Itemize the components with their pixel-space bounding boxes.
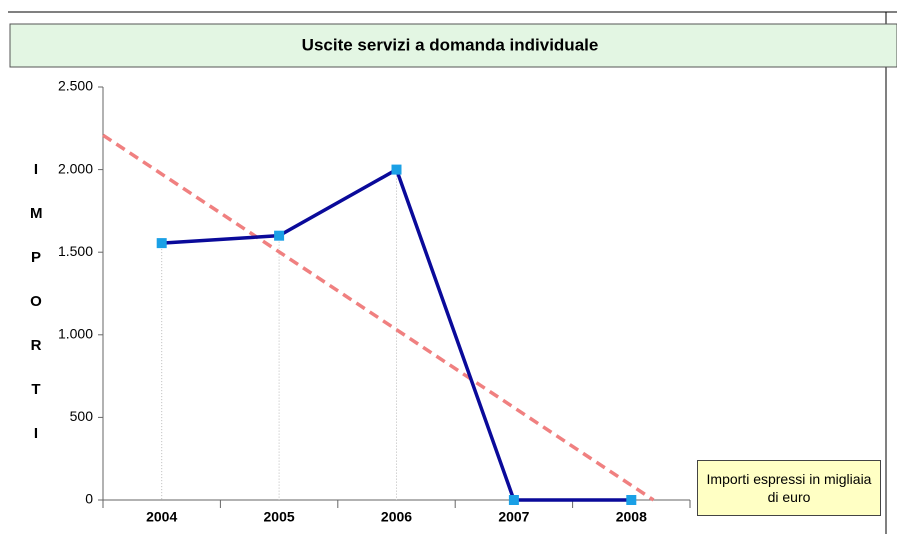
- y-tick-label: 0: [85, 491, 93, 507]
- marker: [391, 164, 402, 175]
- x-tick-label: 2006: [381, 509, 412, 525]
- y-tick-label: 1.000: [58, 326, 93, 342]
- x-tick-label: 2004: [146, 509, 177, 525]
- chart-title: Uscite servizi a domanda individuale: [302, 35, 599, 54]
- marker: [508, 495, 519, 505]
- title-box: [9, 23, 897, 68]
- y-axis-label: IMPORTI: [30, 161, 43, 442]
- marker: [156, 238, 167, 249]
- y-tick-label: 2.500: [58, 78, 93, 94]
- marker: [274, 230, 285, 241]
- y-tick-label: 500: [70, 408, 94, 424]
- marker: [626, 495, 637, 505]
- x-tick-label: 2005: [264, 509, 295, 525]
- trendline: [102, 133, 655, 502]
- x-tick-label: 2008: [616, 509, 647, 525]
- annotation: Importi espressi in migliaia di euro: [697, 460, 881, 516]
- y-tick-label: 2.000: [58, 160, 93, 176]
- x-tick-label: 2007: [498, 509, 529, 525]
- y-tick-label: 1.500: [58, 243, 93, 259]
